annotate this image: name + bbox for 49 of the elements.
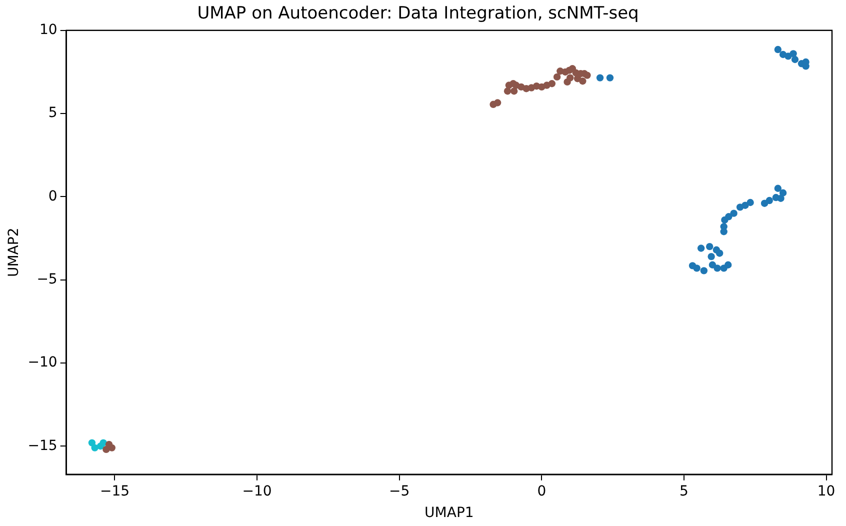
point [779,189,787,196]
point [693,264,700,272]
point [579,78,586,85]
point [553,73,561,81]
x-axis-title: UMAP1 [424,505,474,522]
y-tick-label: 5 [48,105,58,122]
point [504,87,512,95]
y-tick-label: 0 [48,188,58,204]
point [720,228,728,236]
point [708,252,715,260]
point [88,439,96,446]
point [697,244,705,252]
point [774,184,782,192]
y-tick-label: −10 [28,354,58,371]
point [100,439,107,446]
point [721,216,728,224]
point [510,87,518,95]
y-tick-label: −15 [28,438,58,454]
point [790,50,797,58]
point [774,46,782,54]
x-tick-label: 5 [680,483,688,500]
point [724,261,732,268]
point [730,210,738,217]
x-tick-label: −10 [242,483,272,500]
point [564,78,571,86]
point [714,264,721,272]
point [548,80,556,88]
y-tick-label: 10 [40,22,58,38]
x-tick-label: 10 [817,483,836,500]
point [700,267,708,274]
point [708,261,716,268]
y-tick-label: −5 [36,271,58,288]
point [596,74,604,82]
chart-title: UMAP on Autoencoder: Data Integration, scNMT-seq [197,4,639,24]
point [791,56,799,64]
x-tick-label: 0 [537,483,546,500]
point [102,446,110,454]
point [606,74,614,82]
point [802,62,810,70]
point [584,72,591,79]
point [772,194,780,202]
point [716,250,724,257]
point [494,99,502,106]
y-axis-title: UMAP2 [6,228,22,278]
point [706,242,714,250]
x-tick-label: −5 [389,483,410,500]
point [760,200,768,207]
point [736,204,744,211]
x-tick-label: −15 [100,483,130,500]
